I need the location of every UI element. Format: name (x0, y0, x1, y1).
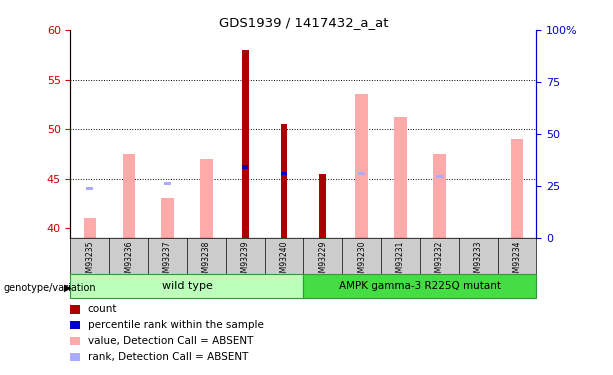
Bar (511, 139, 523, 238)
Bar (358, 172, 365, 176)
Text: rank, Detection Call = ABSENT: rank, Detection Call = ABSENT (88, 352, 248, 362)
Title: GDS1939 / 1417432_a_at: GDS1939 / 1417432_a_at (219, 16, 388, 29)
Bar (436, 175, 443, 178)
Text: GSM93233: GSM93233 (474, 241, 482, 282)
Bar (161, 198, 173, 238)
Text: GSM93238: GSM93238 (202, 241, 211, 282)
Bar (242, 165, 248, 168)
Text: GSM93231: GSM93231 (396, 241, 405, 282)
Bar (200, 159, 213, 238)
Text: ▶: ▶ (64, 283, 72, 293)
FancyBboxPatch shape (303, 274, 536, 298)
Text: GSM93235: GSM93235 (85, 241, 94, 282)
Text: percentile rank within the sample: percentile rank within the sample (88, 320, 264, 330)
Text: GSM93230: GSM93230 (357, 241, 366, 282)
Text: count: count (88, 304, 117, 314)
Text: GSM93239: GSM93239 (241, 241, 249, 282)
Text: GSM93236: GSM93236 (124, 241, 133, 282)
Text: GSM93229: GSM93229 (318, 241, 327, 282)
Bar (319, 174, 326, 238)
Bar (356, 94, 368, 238)
Text: wild type: wild type (162, 281, 212, 291)
Text: value, Detection Call = ABSENT: value, Detection Call = ABSENT (88, 336, 253, 346)
Text: GSM93237: GSM93237 (163, 241, 172, 282)
Bar (84, 218, 96, 238)
Bar (123, 154, 135, 238)
Text: GSM93240: GSM93240 (280, 241, 289, 282)
FancyBboxPatch shape (70, 274, 303, 298)
Bar (433, 154, 446, 238)
Bar (394, 117, 406, 238)
Bar (164, 182, 171, 185)
Bar (86, 187, 93, 190)
Bar (242, 50, 249, 238)
Bar (281, 172, 287, 176)
Text: AMPK gamma-3 R225Q mutant: AMPK gamma-3 R225Q mutant (339, 281, 501, 291)
Text: GSM93232: GSM93232 (435, 241, 444, 282)
Text: genotype/variation: genotype/variation (3, 283, 96, 293)
Text: GSM93234: GSM93234 (512, 241, 522, 282)
Bar (281, 124, 287, 238)
